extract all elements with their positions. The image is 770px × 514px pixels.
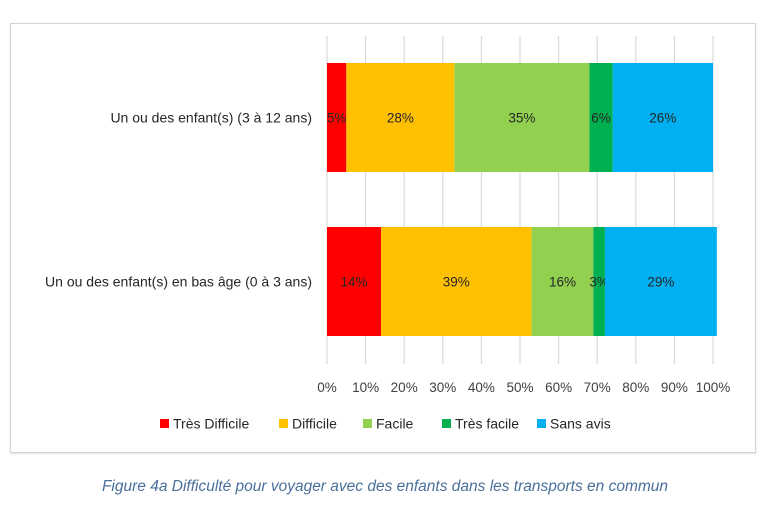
bar-data-label: 6% [591,111,611,126]
x-axis-tick-labels: 0% 10% 20% 30% 40% 50% 60% 70% 80% 90% 100% [317,380,730,395]
bar-segment [589,63,613,172]
legend-label: Difficile [292,416,337,432]
bar-data-label: 5% [327,111,347,126]
legend-item: Facile [363,416,414,432]
bar-segment [346,63,455,172]
legend-item: Sans avis [537,416,611,432]
legend-swatch [537,419,546,428]
bar-data-label: 39% [443,275,470,290]
legend-item: Très facile [442,416,519,432]
bar-data-label: 35% [508,111,535,126]
bar-data-label: 14% [341,275,368,290]
x-tick-label: 30% [429,380,456,395]
x-tick-label: 100% [696,380,731,395]
bar-segment [454,63,590,172]
legend-item: Difficile [279,416,337,432]
legend-label: Très facile [455,416,519,432]
legend-swatch [160,419,169,428]
bar-segment [593,227,605,336]
legend-swatch [363,419,372,428]
x-tick-label: 50% [506,380,533,395]
x-tick-label: 90% [661,380,688,395]
bar-data-label: 28% [387,111,414,126]
bar-data-label: 3% [589,275,609,290]
category-label: Un ou des enfant(s) en bas âge (0 à 3 an… [45,274,312,290]
bar-segment [381,227,532,336]
x-tick-label: 20% [391,380,418,395]
category-label: Un ou des enfant(s) (3 à 12 ans) [110,110,312,126]
x-tick-label: 60% [545,380,572,395]
legend-swatch [279,419,288,428]
legend-label: Sans avis [550,416,611,432]
x-tick-label: 40% [468,380,495,395]
category-labels: Un ou des enfant(s) (3 à 12 ans) Un ou de… [45,110,312,290]
legend-item: Très Difficile [160,416,249,432]
x-tick-label: 70% [584,380,611,395]
legend-label: Très Difficile [173,416,249,432]
bar-data-label: 29% [647,275,674,290]
bar-segment [327,63,347,172]
x-tick-label: 10% [352,380,379,395]
bars: 5% 28% 35% 6% 26% 14% 39% 16% 3% 29% [327,63,717,336]
x-tick-label: 0% [317,380,337,395]
bar-data-label: 26% [649,111,676,126]
legend: Très Difficile Difficile Facile Très facile… [160,416,611,432]
legend-swatch [442,419,451,428]
bar-segment [612,63,713,172]
legend-label: Facile [376,416,414,432]
figure-caption: Figure 4a Difficulté pour voyager avec d… [101,478,669,495]
bar-segment [604,227,717,336]
bar-data-label: 16% [549,275,576,290]
x-tick-label: 80% [622,380,649,395]
bar-segment [327,227,382,336]
bar-segment [531,227,594,336]
